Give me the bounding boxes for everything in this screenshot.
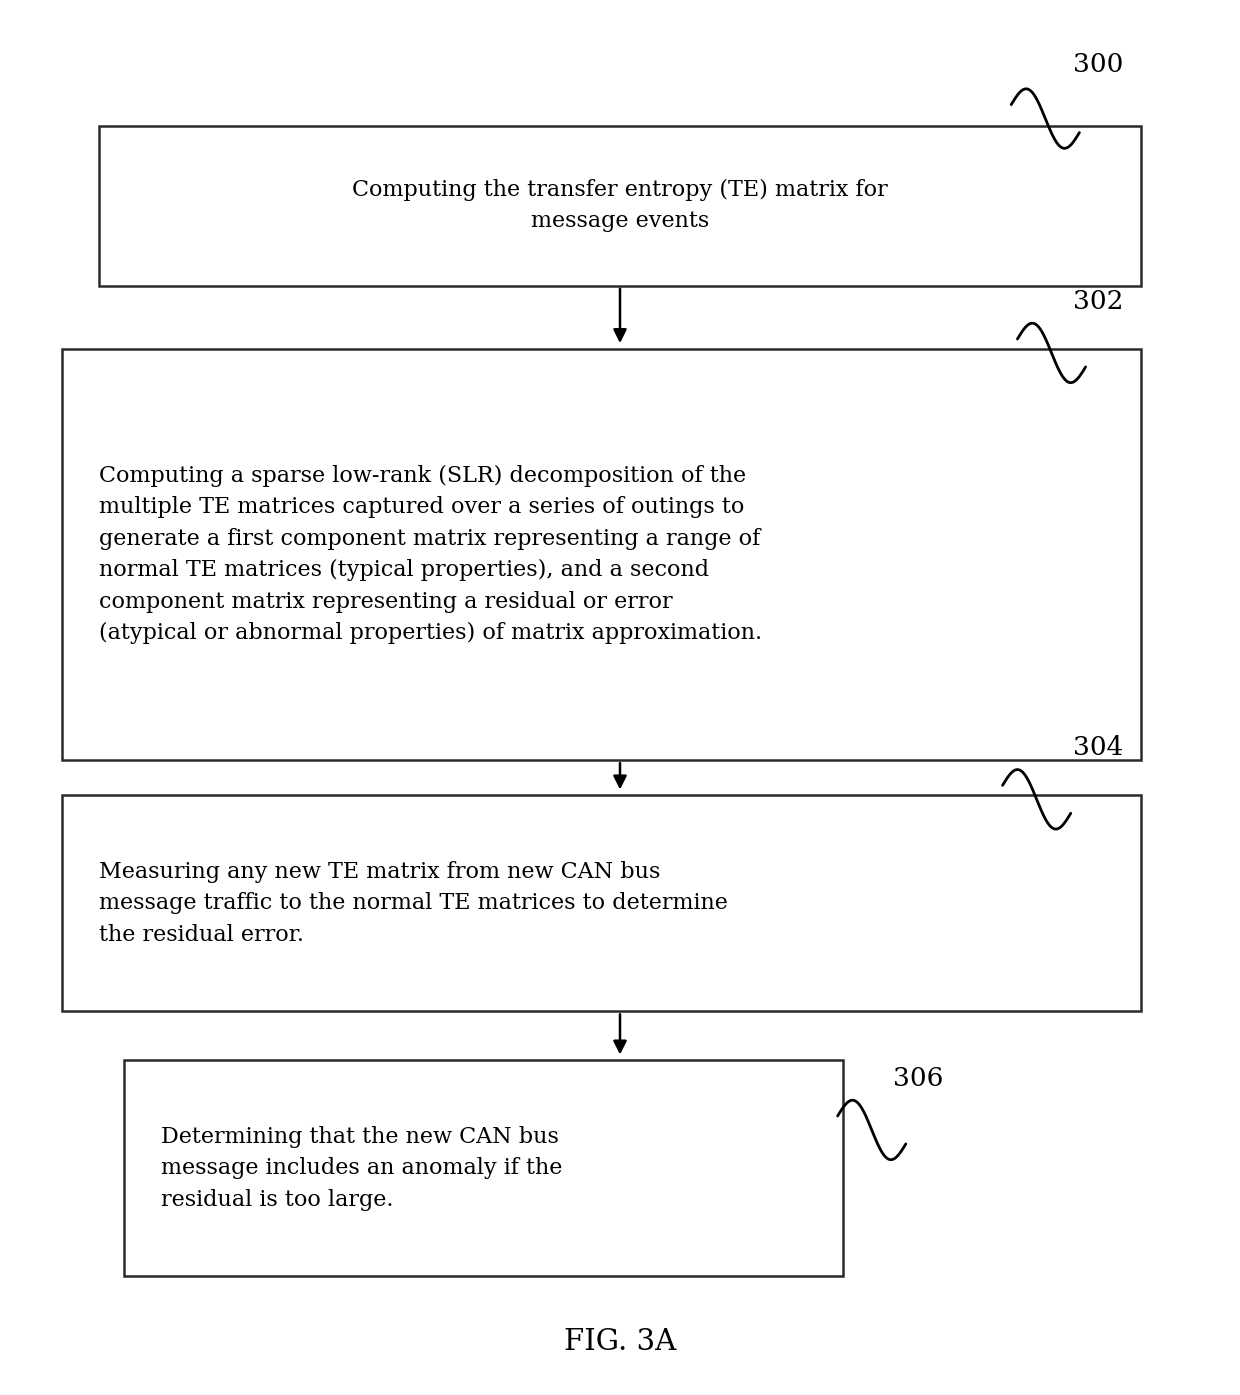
Text: Computing a sparse low-rank (SLR) decomposition of the
multiple TE matrices capt: Computing a sparse low-rank (SLR) decomp… xyxy=(99,465,763,644)
FancyBboxPatch shape xyxy=(99,126,1141,286)
Text: Determining that the new CAN bus
message includes an anomaly if the
residual is : Determining that the new CAN bus message… xyxy=(161,1126,563,1211)
Text: FIG. 3A: FIG. 3A xyxy=(564,1328,676,1356)
FancyBboxPatch shape xyxy=(124,1060,843,1276)
Text: Measuring any new TE matrix from new CAN bus
message traffic to the normal TE ma: Measuring any new TE matrix from new CAN… xyxy=(99,861,728,946)
Text: Computing the transfer entropy (TE) matrix for
message events: Computing the transfer entropy (TE) matr… xyxy=(352,179,888,233)
Text: 304: 304 xyxy=(1073,735,1123,760)
Text: 306: 306 xyxy=(893,1066,944,1091)
FancyBboxPatch shape xyxy=(62,795,1141,1011)
FancyBboxPatch shape xyxy=(62,349,1141,760)
Text: 300: 300 xyxy=(1073,52,1123,77)
Text: 302: 302 xyxy=(1073,289,1123,314)
